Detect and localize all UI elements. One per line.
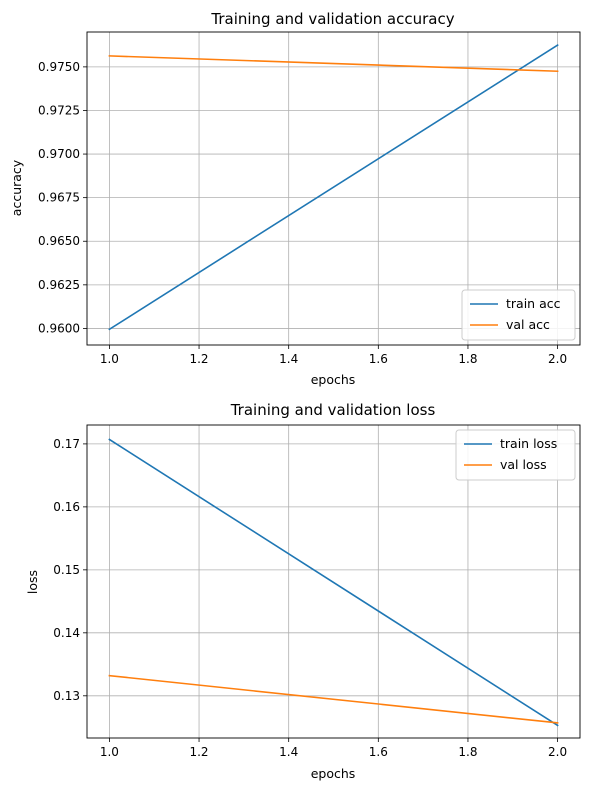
loss-chart: Training and validation loss epochs loss… (25, 401, 581, 781)
legend-box (461, 289, 576, 341)
y-ticks: 0.9600 0.9625 0.9650 0.9675 0.9700 0.9725 0.97… (38, 60, 87, 335)
legend-label: val loss (500, 457, 547, 472)
series-group (108, 43, 559, 331)
chart-title: Training and validation loss (230, 401, 436, 419)
x-tick-label: 1.4 (279, 352, 298, 366)
x-ticks: 1.0 1.2 1.4 1.6 1.8 2.0 (100, 345, 567, 366)
legend: train acc val acc (461, 289, 576, 341)
gridlines (87, 32, 580, 345)
plot-frame (86, 424, 581, 739)
x-ticks: 1.0 1.2 1.4 1.6 1.8 2.0 (100, 738, 567, 759)
y-tick-label: 0.9750 (38, 60, 80, 74)
series-line-val-loss (108, 674, 559, 724)
series-group (108, 438, 559, 727)
y-axis-label: loss (25, 570, 40, 594)
series-line-val-acc (108, 55, 559, 73)
y-tick-label: 0.9725 (38, 103, 80, 117)
legend: train loss val loss (455, 429, 576, 481)
legend-label: val acc (506, 317, 550, 332)
y-tick-label: 0.16 (53, 500, 80, 514)
y-tick-label: 0.15 (53, 563, 80, 577)
x-tick-label: 1.2 (189, 745, 208, 759)
x-tick-label: 1.6 (369, 745, 388, 759)
accuracy-chart: Training and validation accuracy epochs … (9, 10, 581, 387)
x-tick-label: 1.6 (369, 352, 388, 366)
y-tick-label: 0.9675 (38, 191, 80, 205)
y-tick-label: 0.13 (53, 689, 80, 703)
chart-title: Training and validation accuracy (210, 10, 454, 28)
y-tick-label: 0.17 (53, 437, 80, 451)
legend-label: train acc (506, 296, 561, 311)
x-tick-label: 2.0 (548, 745, 567, 759)
y-tick-label: 0.9700 (38, 147, 80, 161)
x-tick-label: 1.0 (100, 745, 119, 759)
series-line-train-acc (108, 43, 559, 331)
series-line-train-loss (108, 438, 559, 727)
x-tick-label: 1.4 (279, 745, 298, 759)
y-tick-label: 0.9625 (38, 278, 80, 292)
x-tick-label: 1.0 (100, 352, 119, 366)
y-tick-label: 0.9600 (38, 321, 80, 335)
x-tick-label: 1.2 (189, 352, 208, 366)
x-tick-label: 2.0 (548, 352, 567, 366)
x-tick-label: 1.8 (458, 745, 477, 759)
plot-frame (86, 31, 581, 346)
x-tick-label: 1.8 (458, 352, 477, 366)
y-ticks: 0.13 0.14 0.15 0.16 0.17 (53, 437, 87, 703)
y-axis-label: accuracy (9, 159, 24, 216)
y-tick-label: 0.9650 (38, 234, 80, 248)
y-tick-label: 0.14 (53, 626, 80, 640)
x-axis-label: epochs (311, 372, 356, 387)
legend-label: train loss (500, 436, 557, 451)
x-axis-label: epochs (311, 766, 356, 781)
legend-box (455, 429, 576, 481)
